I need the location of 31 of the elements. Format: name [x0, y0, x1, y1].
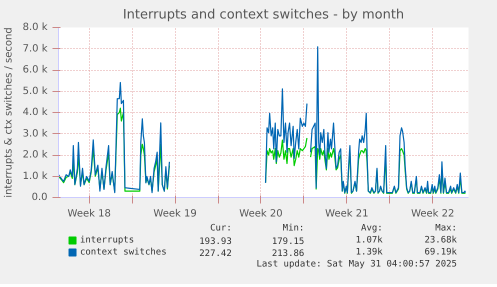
text: 23.68k [424, 236, 458, 246]
text: 193.93 [199, 237, 232, 247]
text: 179.15 [272, 237, 304, 247]
text: 1.07k [356, 236, 384, 246]
text: Min: [282, 224, 304, 234]
y-tick-label: 4.0 k [22, 107, 48, 118]
text: 69.19k [424, 248, 458, 258]
x-tick-label: Week 18 [68, 208, 111, 220]
y-tick-label: 2.0 k [22, 150, 48, 160]
text: Last update: Sat May 31 04:00:57 2025 [256, 260, 457, 270]
x-tick-label: Week 22 [411, 208, 454, 220]
x-tick-label: Week 20 [239, 208, 283, 220]
text: 213.86 [272, 249, 304, 259]
y-tick-label: 5.0 k [22, 86, 48, 97]
text: Avg: [361, 224, 383, 234]
legend-label: context switches [80, 248, 167, 258]
x-tick-label: Week 19 [153, 208, 197, 220]
y-tick-label: 1.0 k [22, 170, 48, 182]
y-tick-label: 3.0 k [22, 128, 48, 140]
y-tick-label: 7.0 k [22, 43, 48, 54]
y-tick-label: 0.0 [32, 192, 48, 203]
text: 227.42 [199, 249, 232, 259]
text: 1.39k [356, 248, 384, 258]
legend-label: interrupts [80, 236, 134, 246]
chart-title: Interrupts and context switches - by month [122, 8, 404, 22]
text: Max: [435, 224, 457, 234]
y-axis-title: interrupts & ctx switches / second [4, 27, 15, 198]
y-tick-label: 6.0 k [22, 64, 48, 76]
x-tick-label: Week 21 [325, 208, 368, 220]
y-tick-label: 8.0 k [22, 22, 48, 33]
text: Cur: [210, 224, 232, 234]
